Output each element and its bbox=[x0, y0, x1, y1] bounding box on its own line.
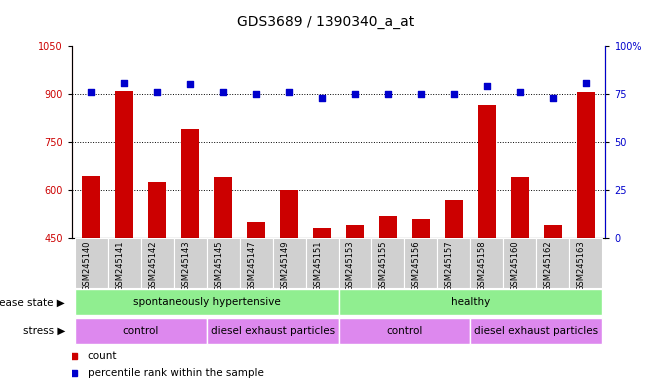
FancyBboxPatch shape bbox=[372, 238, 404, 288]
Bar bbox=[247, 222, 265, 238]
Bar bbox=[280, 190, 298, 238]
FancyBboxPatch shape bbox=[207, 318, 339, 344]
Point bbox=[514, 89, 525, 95]
Text: spontaneously hypertensive: spontaneously hypertensive bbox=[133, 297, 281, 307]
Text: diesel exhaust particles: diesel exhaust particles bbox=[474, 326, 598, 336]
FancyBboxPatch shape bbox=[339, 238, 372, 288]
Text: GSM245140: GSM245140 bbox=[83, 240, 91, 291]
Text: healthy: healthy bbox=[450, 297, 490, 307]
Text: GSM245156: GSM245156 bbox=[412, 240, 421, 291]
Bar bbox=[478, 105, 496, 238]
Text: control: control bbox=[386, 326, 422, 336]
Bar bbox=[346, 225, 364, 238]
Text: GSM245158: GSM245158 bbox=[478, 240, 487, 291]
Point bbox=[152, 89, 163, 95]
Text: GSM245147: GSM245147 bbox=[247, 240, 256, 291]
Text: GSM245141: GSM245141 bbox=[115, 240, 124, 291]
Point bbox=[449, 91, 459, 97]
Point bbox=[383, 91, 393, 97]
FancyBboxPatch shape bbox=[273, 238, 305, 288]
Text: GDS3689 / 1390340_a_at: GDS3689 / 1390340_a_at bbox=[237, 15, 414, 29]
Text: stress ▶: stress ▶ bbox=[23, 326, 65, 336]
FancyBboxPatch shape bbox=[470, 238, 503, 288]
Text: GSM245160: GSM245160 bbox=[511, 240, 519, 291]
Point bbox=[317, 95, 327, 101]
Text: count: count bbox=[88, 351, 117, 361]
Text: GSM245157: GSM245157 bbox=[445, 240, 454, 291]
Point bbox=[581, 79, 591, 86]
Point bbox=[350, 91, 360, 97]
Bar bbox=[544, 225, 562, 238]
FancyBboxPatch shape bbox=[75, 238, 108, 288]
FancyBboxPatch shape bbox=[437, 238, 470, 288]
Bar bbox=[181, 129, 199, 238]
Bar bbox=[82, 176, 100, 238]
FancyBboxPatch shape bbox=[207, 238, 240, 288]
Text: GSM245163: GSM245163 bbox=[577, 240, 586, 291]
FancyBboxPatch shape bbox=[75, 290, 339, 315]
FancyBboxPatch shape bbox=[174, 238, 207, 288]
FancyBboxPatch shape bbox=[536, 238, 569, 288]
Point bbox=[251, 91, 261, 97]
Point bbox=[547, 95, 558, 101]
Text: GSM245153: GSM245153 bbox=[346, 240, 355, 291]
Text: control: control bbox=[122, 326, 159, 336]
Bar bbox=[412, 219, 430, 238]
Bar bbox=[313, 228, 331, 238]
Text: percentile rank within the sample: percentile rank within the sample bbox=[88, 368, 264, 378]
Bar bbox=[577, 93, 595, 238]
Bar bbox=[148, 182, 167, 238]
FancyBboxPatch shape bbox=[503, 238, 536, 288]
Text: disease state ▶: disease state ▶ bbox=[0, 297, 65, 308]
Text: GSM245145: GSM245145 bbox=[214, 240, 223, 291]
Text: GSM245143: GSM245143 bbox=[181, 240, 190, 291]
FancyBboxPatch shape bbox=[141, 238, 174, 288]
FancyBboxPatch shape bbox=[240, 238, 273, 288]
Point bbox=[416, 91, 426, 97]
FancyBboxPatch shape bbox=[339, 290, 602, 315]
Text: GSM245162: GSM245162 bbox=[544, 240, 553, 291]
Point bbox=[218, 89, 229, 95]
Bar bbox=[115, 91, 133, 238]
Bar bbox=[510, 177, 529, 238]
FancyBboxPatch shape bbox=[569, 238, 602, 288]
Text: diesel exhaust particles: diesel exhaust particles bbox=[210, 326, 335, 336]
FancyBboxPatch shape bbox=[75, 318, 207, 344]
FancyBboxPatch shape bbox=[305, 238, 339, 288]
Point bbox=[482, 83, 492, 89]
Text: GSM245151: GSM245151 bbox=[313, 240, 322, 291]
Point bbox=[119, 79, 130, 86]
Bar bbox=[379, 216, 397, 238]
Point bbox=[86, 89, 96, 95]
FancyBboxPatch shape bbox=[404, 238, 437, 288]
Text: GSM245142: GSM245142 bbox=[148, 240, 158, 291]
Bar bbox=[214, 177, 232, 238]
Bar bbox=[445, 200, 463, 238]
Point bbox=[284, 89, 294, 95]
Text: GSM245149: GSM245149 bbox=[280, 240, 289, 291]
Text: GSM245155: GSM245155 bbox=[379, 240, 388, 291]
FancyBboxPatch shape bbox=[470, 318, 602, 344]
FancyBboxPatch shape bbox=[108, 238, 141, 288]
Point bbox=[185, 81, 195, 88]
FancyBboxPatch shape bbox=[339, 318, 470, 344]
